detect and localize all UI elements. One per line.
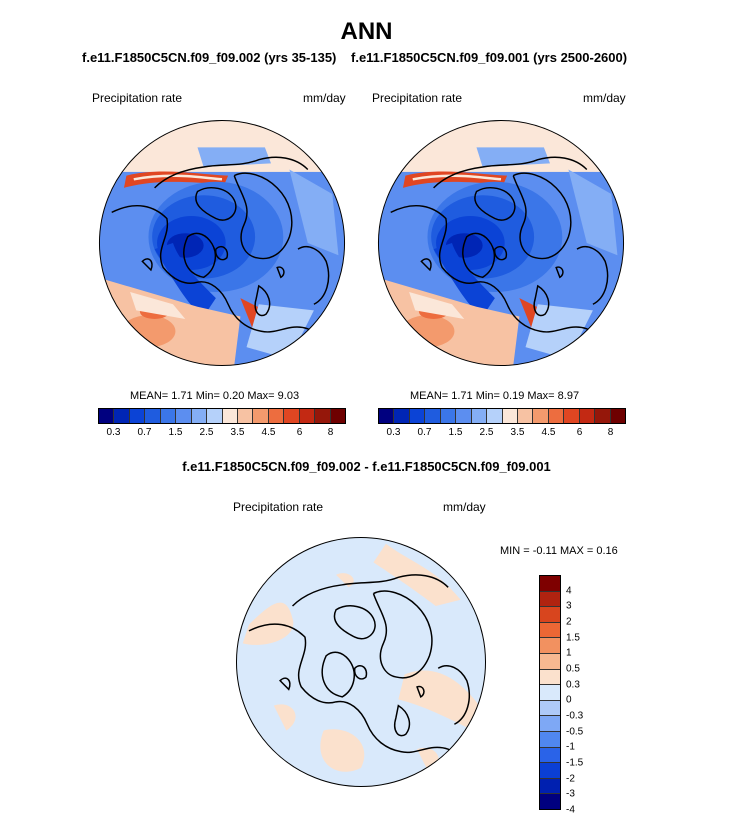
left-units-label: mm/day <box>303 91 346 105</box>
colorbar-swatch <box>540 778 560 795</box>
right-case-title: f.e11.F1850C5CN.f09_f09.001 (yrs 2500-26… <box>351 50 628 65</box>
colorbar-swatch <box>207 409 223 423</box>
colorbar-swatch <box>540 731 560 748</box>
colorbar-swatch <box>114 409 130 423</box>
colorbar-swatch <box>540 591 560 608</box>
right-variable-label: Precipitation rate <box>372 91 463 105</box>
left-colorbar-ticks: 0.3 0.7 1.5 2.5 3.5 4.5 6 8 <box>98 427 344 439</box>
left-variable-label: Precipitation rate <box>92 91 183 105</box>
colorbar-tick-label: -0.5 <box>566 726 584 738</box>
colorbar-swatch <box>595 409 611 423</box>
colorbar-swatch <box>253 409 269 423</box>
colorbar-swatch <box>533 409 549 423</box>
colorbar-swatch <box>540 638 560 654</box>
colorbar-tick-label: 3 <box>566 600 572 612</box>
left-polar-map <box>98 119 346 367</box>
colorbar-tick-label: -1 <box>566 741 575 753</box>
colorbar-tick-label: 6 <box>296 427 303 438</box>
colorbar-tick-label: 3.5 <box>230 427 245 438</box>
colorbar-swatch <box>145 409 161 423</box>
diff-polar-map <box>235 536 487 788</box>
colorbar-swatch <box>548 409 565 423</box>
colorbar-swatch <box>540 747 560 764</box>
colorbar-tick-label: 8 <box>607 427 614 438</box>
colorbar-tick-label: 6 <box>576 427 583 438</box>
right-units-label: mm/day <box>583 91 626 105</box>
colorbar-swatch <box>487 409 503 423</box>
colorbar-swatch <box>610 409 625 423</box>
diff-variable-label: Precipitation rate <box>233 500 324 514</box>
colorbar-tick-label: 4.5 <box>541 427 556 438</box>
colorbar-tick-label: 0.7 <box>137 427 152 438</box>
colorbar-tick-label: -4 <box>566 804 575 815</box>
colorbar-tick-label: 2.5 <box>199 427 214 438</box>
colorbar-swatch <box>540 716 560 732</box>
colorbar-tick-label: 0 <box>566 694 572 706</box>
colorbar-swatch <box>540 607 560 623</box>
colorbar-swatch <box>176 409 192 423</box>
diff-units-label: mm/day <box>443 500 486 514</box>
colorbar-swatch <box>540 622 560 639</box>
colorbar-swatch <box>284 409 300 423</box>
colorbar-swatch <box>579 409 596 423</box>
colorbar-swatch <box>315 409 331 423</box>
colorbar-tick-label: -2 <box>566 773 575 785</box>
left-colorbar <box>98 408 346 424</box>
colorbar-tick-label: 0.7 <box>417 427 432 438</box>
colorbar-tick-label: 1.5 <box>566 632 580 644</box>
colorbar-swatch <box>540 685 560 701</box>
colorbar-tick-label: -0.3 <box>566 710 584 722</box>
colorbar-swatch <box>540 669 560 686</box>
colorbar-tick-label: -3 <box>566 788 575 800</box>
colorbar-swatch <box>299 409 316 423</box>
colorbar-swatch <box>456 409 472 423</box>
colorbar-tick-label: 4 <box>566 585 572 597</box>
diff-stats: MIN = -0.11 MAX = 0.16 <box>500 545 618 557</box>
left-case-title: f.e11.F1850C5CN.f09_f09.002 (yrs 35-135) <box>82 50 337 65</box>
colorbar-swatch <box>330 409 345 423</box>
colorbar-swatch <box>379 409 395 423</box>
colorbar-tick-label: 0.5 <box>566 663 580 675</box>
diff-case-title: f.e11.F1850C5CN.f09_f09.002 - f.e11.F185… <box>182 459 551 474</box>
colorbar-swatch <box>540 576 560 592</box>
colorbar-swatch <box>425 409 441 423</box>
colorbar-swatch <box>540 700 560 717</box>
colorbar-tick-label: -1.5 <box>566 757 584 769</box>
colorbar-swatch <box>517 409 534 423</box>
colorbar-tick-label: 0.3 <box>386 427 401 438</box>
colorbar-swatch <box>540 794 560 809</box>
left-stats: MEAN= 1.71 Min= 0.20 Max= 9.03 <box>130 390 300 402</box>
colorbar-tick-label: 0.3 <box>566 679 580 691</box>
colorbar-tick-label: 0.3 <box>106 427 121 438</box>
colorbar-swatch <box>222 409 238 423</box>
colorbar-swatch <box>471 409 488 423</box>
colorbar-swatch <box>409 409 426 423</box>
colorbar-swatch <box>540 653 560 670</box>
right-polar-map <box>377 119 625 367</box>
right-colorbar-ticks: 0.3 0.7 1.5 2.5 3.5 4.5 6 8 <box>378 427 624 439</box>
colorbar-swatch <box>394 409 410 423</box>
colorbar-tick-label: 1 <box>566 647 572 659</box>
colorbar-swatch <box>237 409 254 423</box>
colorbar-swatch <box>440 409 457 423</box>
colorbar-swatch <box>502 409 518 423</box>
diff-colorbar <box>539 575 561 810</box>
colorbar-swatch <box>540 763 560 779</box>
colorbar-tick-label: 1.5 <box>168 427 183 438</box>
colorbar-tick-label: 4.5 <box>261 427 276 438</box>
colorbar-tick-label: 3.5 <box>510 427 525 438</box>
colorbar-swatch <box>191 409 208 423</box>
colorbar-swatch <box>129 409 146 423</box>
colorbar-swatch <box>99 409 115 423</box>
right-stats: MEAN= 1.71 Min= 0.19 Max= 8.97 <box>410 390 580 402</box>
colorbar-swatch <box>268 409 285 423</box>
colorbar-tick-label: 8 <box>327 427 334 438</box>
right-colorbar <box>378 408 626 424</box>
colorbar-swatch <box>160 409 177 423</box>
colorbar-swatch <box>564 409 580 423</box>
colorbar-tick-label: 1.5 <box>448 427 463 438</box>
colorbar-tick-label: 2 <box>566 616 572 628</box>
page-title: ANN <box>340 18 393 45</box>
colorbar-tick-label: 2.5 <box>479 427 494 438</box>
